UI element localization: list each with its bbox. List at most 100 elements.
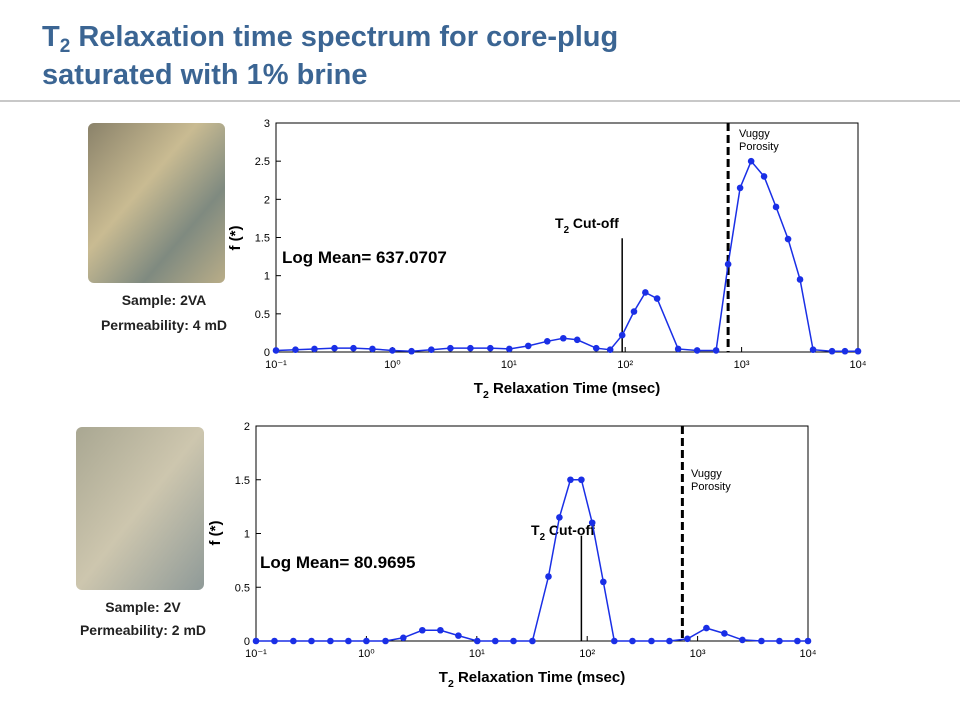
slide-title-line2: saturated with 1% brine: [42, 59, 368, 91]
title-sub: 2: [60, 36, 71, 57]
vuggy-label: Vuggy: [691, 468, 722, 480]
x-axis-label-sub: 2: [448, 678, 454, 690]
y-tick-label: 2: [244, 421, 250, 433]
data-point: [747, 157, 755, 165]
y-axis-label: f (*): [227, 226, 244, 251]
y-tick-label: 1.5: [235, 475, 250, 487]
data-point: [389, 347, 396, 354]
y-tick-label: 1.5: [255, 233, 270, 245]
data-point: [648, 637, 655, 645]
y-tick-label: 1: [244, 529, 250, 541]
sample-photo: [76, 427, 204, 590]
x-tick-label: 10³: [690, 648, 706, 660]
data-point: [292, 346, 299, 354]
data-point: [606, 346, 614, 354]
x-axis-label-sub: 2: [483, 389, 489, 401]
data-point: [524, 342, 532, 350]
data-point: [618, 331, 626, 339]
data-point: [592, 344, 600, 352]
data-point: [721, 630, 728, 637]
data-point: [428, 346, 435, 354]
y-tick-label: 0: [264, 347, 270, 359]
data-point: [567, 476, 574, 484]
y-tick-label: 1: [264, 271, 270, 283]
series-line: [256, 479, 808, 642]
y-tick-label: 0.5: [235, 582, 250, 594]
data-point: [776, 637, 783, 645]
x-tick-label: 10²: [579, 648, 595, 660]
x-tick-label: 10²: [617, 359, 633, 371]
data-point: [653, 295, 661, 302]
vuggy-label: Porosity: [691, 481, 731, 493]
x-tick-label: 10⁴: [850, 359, 867, 371]
y-tick-label: 3: [264, 118, 270, 130]
cutoff-label-main: T: [531, 522, 540, 538]
data-point: [573, 336, 581, 344]
x-tick-label: 10⁻¹: [245, 648, 267, 660]
data-point: [556, 514, 563, 521]
cutoff-label-sub: 2: [564, 225, 570, 236]
data-point: [794, 637, 801, 645]
data-point: [506, 345, 513, 353]
plot-frame: [275, 122, 859, 353]
y-tick-label: 2: [264, 194, 270, 206]
data-point: [345, 637, 352, 645]
data-point: [578, 476, 585, 484]
data-point: [828, 347, 836, 355]
x-tick-label: 10⁴: [800, 648, 817, 660]
vuggy-label: Vuggy: [739, 128, 770, 140]
data-point: [703, 624, 710, 632]
x-axis-label-main: T: [439, 669, 448, 686]
sample-label: Sample: 2V: [105, 599, 181, 615]
data-point: [437, 626, 444, 634]
data-point: [447, 344, 454, 352]
data-point: [666, 637, 673, 645]
data-point: [455, 632, 462, 639]
data-point: [642, 289, 649, 296]
data-point: [630, 308, 638, 315]
x-axis-label-rest: Relaxation Time (msec): [454, 669, 625, 686]
y-axis-label: f (*): [207, 521, 224, 546]
data-point: [290, 637, 297, 645]
data-point: [588, 519, 596, 527]
data-point: [408, 347, 415, 355]
cutoff-label-rest: Cut-off: [569, 215, 619, 231]
data-point: [363, 637, 370, 645]
data-point: [467, 344, 474, 352]
x-tick-label: 10⁰: [384, 359, 401, 371]
x-tick-label: 10¹: [469, 648, 485, 660]
data-point: [327, 637, 334, 645]
data-point: [311, 345, 318, 353]
data-point: [841, 347, 849, 355]
data-point: [308, 637, 315, 645]
y-tick-label: 0.5: [255, 309, 270, 321]
cutoff-label-rest: Cut-off: [545, 522, 595, 538]
data-point: [529, 637, 536, 645]
data-point: [772, 203, 780, 211]
data-point: [600, 578, 607, 586]
title-line1: Relaxation time spectrum for core-plug: [70, 21, 618, 53]
data-point: [382, 637, 389, 645]
data-point: [739, 636, 746, 644]
x-axis-label-main: T: [474, 380, 483, 397]
cutoff-label: T2 Cut-off: [531, 522, 595, 543]
data-point: [560, 334, 567, 342]
data-point: [629, 637, 636, 645]
data-point: [854, 347, 862, 355]
data-point: [736, 184, 744, 192]
data-point: [271, 637, 278, 645]
cutoff-label-main: T: [555, 215, 564, 231]
data-point: [419, 626, 426, 634]
cutoff-label: T2 Cut-off: [555, 215, 619, 236]
x-axis-label-rest: Relaxation Time (msec): [489, 380, 660, 397]
data-point: [784, 235, 792, 243]
data-point: [674, 345, 682, 353]
data-point: [545, 573, 552, 580]
data-point: [724, 260, 732, 268]
data-point: [758, 637, 765, 645]
x-tick-label: 10¹: [501, 359, 517, 371]
x-axis-label: T2 Relaxation Time (msec): [439, 669, 625, 690]
log-mean: Log Mean= 637.0707: [282, 248, 447, 267]
data-point: [804, 637, 812, 645]
